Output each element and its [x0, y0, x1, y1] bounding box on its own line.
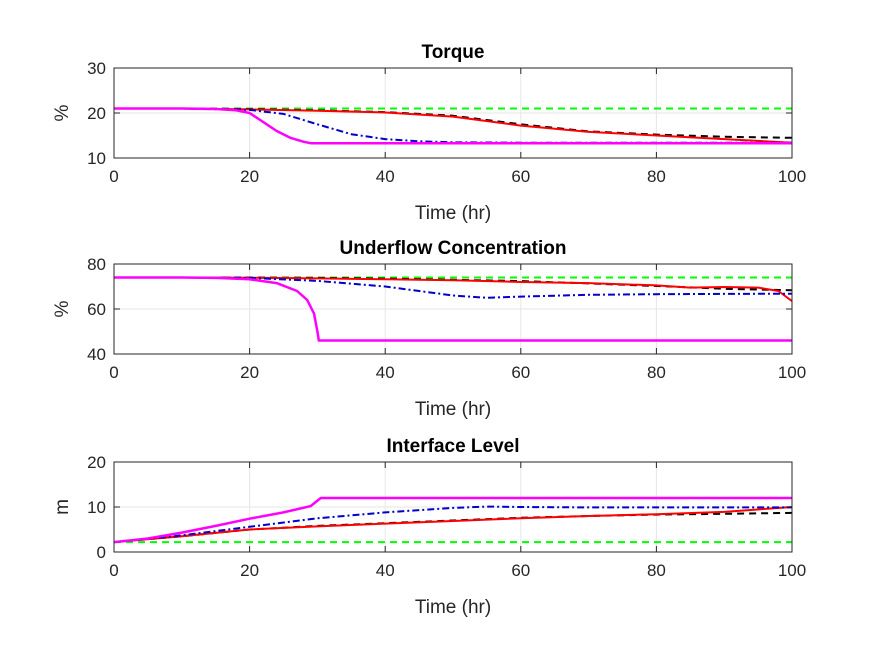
x-tick-label: 20 [240, 167, 259, 186]
series-line-5 [114, 496, 792, 544]
y-axis-label: % [52, 104, 73, 121]
y-axis-label: m [52, 499, 73, 515]
subplot-1: 0 20 40 60 80 100 10 20 30 Torque Time (hr)% [52, 42, 806, 224]
x-tick-label: 100 [778, 363, 806, 382]
y-tick-label: 20 [87, 453, 106, 472]
y-tick-label: 10 [87, 149, 106, 168]
series-line-4 [114, 276, 792, 299]
x-tick-label: 40 [376, 167, 395, 186]
y-tick-label: 0 [97, 543, 106, 562]
x-tick-label: 80 [647, 363, 666, 382]
x-tick-label: 0 [109, 363, 118, 382]
x-tick-label: 0 [109, 167, 118, 186]
x-tick-label: 60 [511, 167, 530, 186]
series-group [114, 107, 792, 145]
series-line-5 [114, 107, 792, 145]
y-tick-label: 30 [87, 59, 106, 78]
x-tick-label: 80 [647, 561, 666, 580]
y-tick-label: 20 [87, 104, 106, 123]
chart-title: Interface Level [386, 436, 519, 457]
y-tick-label: 60 [87, 300, 106, 319]
x-tick-label: 60 [511, 561, 530, 580]
y-tick-label: 40 [87, 345, 106, 364]
series-line-4 [114, 505, 792, 544]
chart-title: Underflow Concentration [340, 238, 567, 259]
y-axis-label: % [52, 300, 73, 317]
x-tick-label: 20 [240, 561, 259, 580]
y-tick-label: 80 [87, 255, 106, 274]
x-axis-label: Time (hr) [415, 203, 491, 224]
series-group [114, 276, 792, 342]
x-tick-label: 100 [778, 561, 806, 580]
chart-title: Torque [422, 42, 485, 63]
x-tick-label: 20 [240, 363, 259, 382]
x-tick-label: 0 [109, 561, 118, 580]
subplot-3: 0 20 40 60 80 100 0 10 20 Interface Level Time (hr… [52, 436, 806, 618]
series-line-3 [114, 506, 792, 544]
x-tick-label: 100 [778, 167, 806, 186]
x-tick-label: 40 [376, 363, 395, 382]
subplot-2: 0 20 40 60 80 100 40 60 80 Underflow Concentratio… [52, 238, 806, 420]
x-tick-label: 40 [376, 561, 395, 580]
series-group [114, 496, 792, 544]
x-axis-label: Time (hr) [415, 597, 491, 618]
x-tick-label: 60 [511, 363, 530, 382]
y-tick-label: 10 [87, 498, 106, 517]
x-axis-label: Time (hr) [415, 399, 491, 420]
x-tick-label: 80 [647, 167, 666, 186]
series-line-5 [114, 276, 792, 342]
